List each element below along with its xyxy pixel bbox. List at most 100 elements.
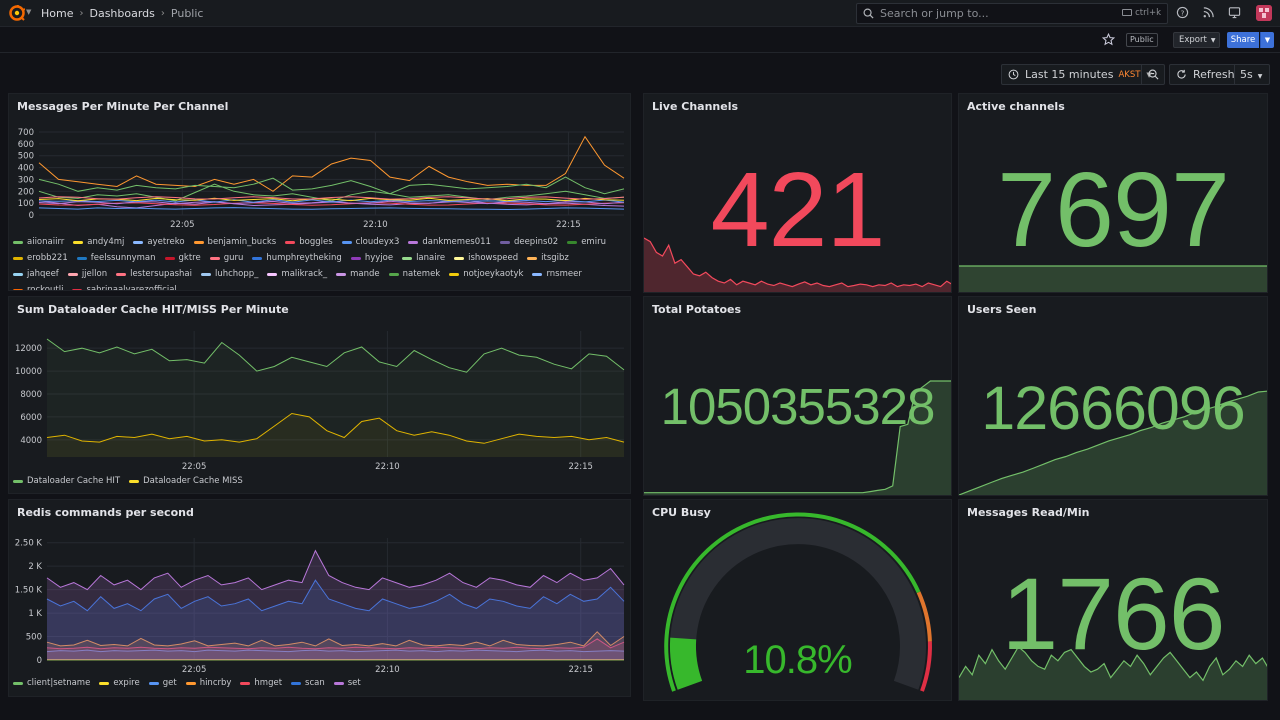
legend-item[interactable]: aiionaiirr <box>13 235 64 249</box>
legend-item[interactable]: dankmemes011 <box>408 235 491 249</box>
dataloader-timeseries-chart[interactable]: 12000 10000 8000 6000 4000 22:05 22:10 22:15 <box>9 325 631 473</box>
legend-item[interactable]: mande <box>336 267 380 281</box>
series-line[interactable] <box>38 207 625 211</box>
series-line[interactable] <box>38 202 625 206</box>
legend-item[interactable]: expire <box>99 676 140 690</box>
panel-cpu-busy[interactable]: CPU Busy 10.8% <box>643 499 952 701</box>
legend-item[interactable]: set <box>333 676 361 690</box>
sparkline-line <box>644 237 951 288</box>
legend-item[interactable]: boggles <box>285 235 333 249</box>
breadcrumb-home[interactable]: Home <box>41 7 74 20</box>
legend-item[interactable]: deepins02 <box>499 235 559 249</box>
series-line[interactable] <box>38 176 625 195</box>
redis-timeseries-chart[interactable]: 2.50 K 2 K 1.50 K 1 K 500 0 22:05 22:10 22:15 <box>9 528 631 676</box>
legend-label: deepins02 <box>513 237 559 247</box>
rss-news-icon[interactable] <box>1202 6 1217 21</box>
user-avatar[interactable] <box>1256 5 1272 21</box>
legend-swatch <box>129 479 140 483</box>
time-range-picker[interactable]: Last 15 minutes AKST ▼ <box>1001 64 1165 85</box>
panel-messages-read[interactable]: Messages Read/Min 1766 <box>958 499 1268 701</box>
legend-item[interactable]: scan <box>291 676 325 690</box>
legend-item[interactable]: ishowspeed <box>454 251 518 265</box>
legend-item[interactable]: humphreytheking <box>252 251 342 265</box>
legend-item[interactable]: andy4mj <box>73 235 124 249</box>
legend-item[interactable]: malikrack_ <box>267 267 327 281</box>
legend-item[interactable]: rnsmeer <box>532 267 582 281</box>
search-input[interactable]: Search or jump to... ctrl+k <box>856 3 1168 24</box>
dataloader-legend: Dataloader Cache HIT Dataloader Cache MIS… <box>13 474 628 488</box>
refresh-button[interactable]: Refresh 5s ▼ <box>1169 64 1270 85</box>
y-tick-label: 4000 <box>20 436 42 446</box>
breadcrumb-dashboards[interactable]: Dashboards <box>89 7 155 20</box>
legend-item[interactable]: notjoeykaotyk <box>449 267 523 281</box>
legend-item[interactable]: client|setname <box>13 676 90 690</box>
series-line[interactable] <box>38 135 625 192</box>
legend-item[interactable]: ayetreko <box>133 235 185 249</box>
legend-label: emiru <box>581 237 606 247</box>
legend-item[interactable]: cloudeyx3 <box>341 235 399 249</box>
zoom-out-button[interactable] <box>1141 64 1165 85</box>
legend-item[interactable]: emiru <box>567 235 606 249</box>
series-line[interactable] <box>38 197 625 202</box>
kiosk-monitor-icon[interactable] <box>1228 6 1243 21</box>
legend-item[interactable]: hmget <box>240 676 282 690</box>
y-tick-label: 400 <box>18 164 34 174</box>
share-button[interactable]: Share <box>1227 32 1259 48</box>
panel-total-potatoes[interactable]: Total Potatoes 1050355328 <box>643 296 952 496</box>
legend-item[interactable]: hincrby <box>185 676 231 690</box>
legend-swatch <box>13 256 23 260</box>
legend-item[interactable]: luhchopp_ <box>200 267 258 281</box>
legend-item[interactable]: benjamin_bucks <box>193 235 276 249</box>
legend-item[interactable]: hyyjoe <box>350 251 393 265</box>
legend-item[interactable]: guru <box>209 251 243 265</box>
panel-redis-commands[interactable]: Redis commands per second 2.50 K 2 K 1.50 … <box>8 499 631 697</box>
series-line[interactable] <box>46 549 625 591</box>
series-line[interactable] <box>38 196 625 200</box>
legend-item[interactable]: jahqeef <box>13 267 59 281</box>
legend-swatch <box>193 240 204 244</box>
total-potatoes-value: 1050355328 <box>660 378 936 435</box>
legend-item[interactable]: Dataloader Cache MISS <box>129 474 243 488</box>
legend-item[interactable]: gktre <box>164 251 201 265</box>
sparkline-area <box>959 391 1267 495</box>
legend-item[interactable]: Dataloader Cache HIT <box>13 474 120 488</box>
legend-item[interactable]: lestersupashai <box>116 267 192 281</box>
legend-label: ishowspeed <box>468 253 519 263</box>
series-line[interactable] <box>46 412 625 444</box>
chevron-down-icon[interactable]: ▼ <box>26 8 32 16</box>
help-icon[interactable]: ? <box>1176 6 1191 21</box>
series-area <box>47 638 624 660</box>
legend-item[interactable]: jjellon <box>67 267 107 281</box>
legend-item[interactable]: sabrinaalvarezofficial <box>72 283 177 290</box>
chevron-right-icon: › <box>160 8 165 19</box>
series-line[interactable] <box>46 649 625 653</box>
legend-swatch <box>408 240 419 244</box>
refresh-interval-label: 5s <box>1240 68 1253 81</box>
refresh-interval-picker[interactable]: 5s ▼ <box>1234 65 1270 84</box>
series-line[interactable] <box>46 338 625 373</box>
legend-item[interactable]: itsgibz <box>527 251 569 265</box>
legend-item[interactable]: lanaire <box>402 251 445 265</box>
live-channels-value: 421 <box>710 151 886 269</box>
y-tick-label: 6000 <box>20 413 42 423</box>
legend-item[interactable]: erobb221 <box>13 251 68 265</box>
panel-users-seen[interactable]: Users Seen 12666096 <box>958 296 1268 496</box>
legend-item[interactable]: get <box>148 676 177 690</box>
series-line[interactable] <box>46 579 625 612</box>
panel-messages-per-minute[interactable]: Messages Per Minute Per Channel 700 600 50… <box>8 93 631 291</box>
series-line[interactable] <box>38 199 625 203</box>
panel-active-channels[interactable]: Active channels 7697 <box>958 93 1268 293</box>
panel-dataloader-cache[interactable]: Sum Dataloader Cache HIT/MISS Per Minute… <box>8 296 631 494</box>
grafana-logo-icon[interactable] <box>9 5 25 21</box>
legend-item[interactable]: natemek <box>388 267 440 281</box>
share-dropdown-chevron-icon[interactable]: ▼ <box>1260 32 1274 48</box>
legend-item[interactable]: rockoutli <box>13 283 63 290</box>
panel-live-channels[interactable]: Live Channels 421 <box>643 93 952 293</box>
export-button[interactable]: Export ▼ <box>1173 32 1220 48</box>
star-icon[interactable] <box>1102 33 1115 46</box>
series-line[interactable] <box>46 631 625 647</box>
legend-item[interactable]: feelssunnyman <box>76 251 156 265</box>
legend-swatch <box>291 681 302 685</box>
series-line[interactable] <box>46 638 625 650</box>
